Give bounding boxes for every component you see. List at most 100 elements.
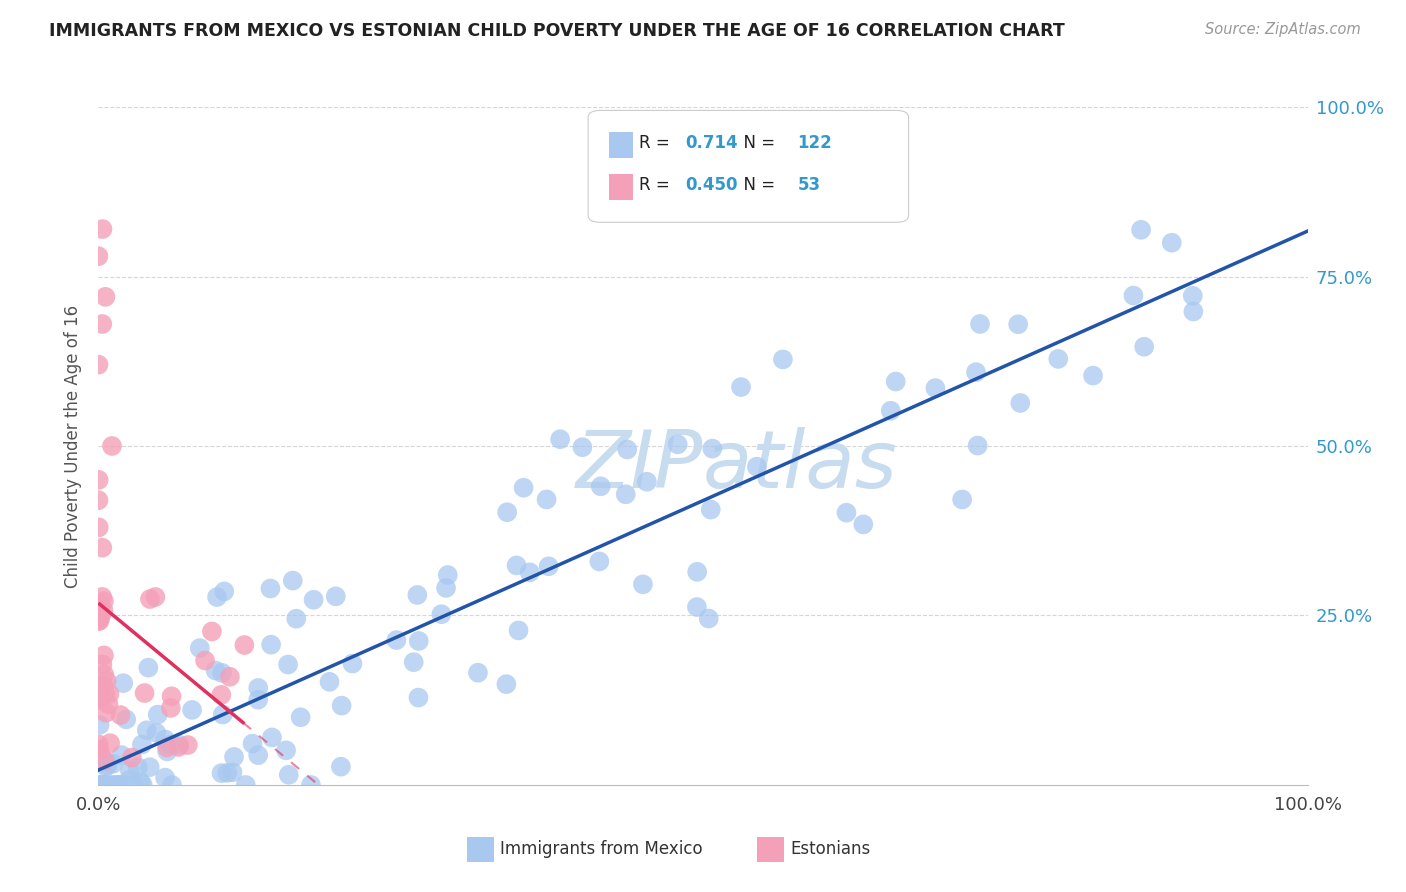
Point [127, 760, 149, 774]
Point [87, 681, 110, 696]
Point [299, 778, 322, 792]
Point [330, 698, 353, 713]
Point [385, 633, 408, 648]
Point [950, 492, 973, 507]
Point [91, 317, 114, 331]
Point [131, 778, 153, 792]
Point [129, 775, 152, 789]
Point [167, 739, 190, 754]
Point [233, 638, 256, 652]
Point [1133, 340, 1156, 354]
Point [181, 703, 204, 717]
Point [686, 565, 709, 579]
FancyBboxPatch shape [758, 838, 785, 862]
Point [94, 290, 117, 304]
Point [402, 655, 425, 669]
Point [146, 707, 169, 722]
Point [221, 765, 243, 780]
Point [636, 475, 658, 489]
Point [496, 505, 519, 519]
Point [89, 742, 111, 756]
Point [536, 492, 558, 507]
Text: 53: 53 [797, 176, 821, 194]
Point [835, 506, 858, 520]
Point [160, 778, 183, 792]
Point [89, 685, 111, 699]
Point [93, 648, 115, 663]
Text: Source: ZipAtlas.com: Source: ZipAtlas.com [1205, 22, 1361, 37]
Point [548, 432, 571, 446]
Point [87, 473, 110, 487]
Point [589, 479, 612, 493]
Point [136, 660, 159, 674]
Point [571, 440, 593, 454]
Point [107, 778, 129, 792]
Point [222, 750, 245, 764]
Text: ZIP: ZIP [575, 427, 703, 506]
Point [408, 690, 430, 705]
Point [93, 667, 115, 681]
Point [101, 439, 124, 453]
Point [93, 778, 115, 792]
Point [160, 701, 183, 715]
Point [89, 692, 111, 706]
Point [87, 607, 110, 621]
Point [153, 732, 176, 747]
Point [87, 737, 110, 751]
Point [467, 665, 489, 680]
Point [87, 493, 110, 508]
Point [211, 707, 233, 722]
Point [156, 744, 179, 758]
Point [96, 758, 118, 772]
Point [160, 690, 183, 704]
Point [90, 608, 112, 623]
Point [1007, 318, 1029, 332]
Point [214, 584, 236, 599]
Text: atlas: atlas [703, 427, 898, 506]
Point [537, 559, 560, 574]
Text: N =: N = [734, 176, 780, 194]
Point [91, 751, 114, 765]
Point [1010, 396, 1032, 410]
Point [730, 380, 752, 394]
Point [614, 487, 637, 501]
Point [122, 778, 145, 792]
Point [772, 352, 794, 367]
Point [437, 568, 460, 582]
Text: 0.714: 0.714 [685, 134, 738, 152]
Point [94, 754, 117, 768]
Text: IMMIGRANTS FROM MEXICO VS ESTONIAN CHILD POVERTY UNDER THE AGE OF 16 CORRELATION: IMMIGRANTS FROM MEXICO VS ESTONIAN CHILD… [49, 22, 1064, 40]
Point [177, 738, 200, 752]
Point [631, 577, 654, 591]
Point [281, 574, 304, 588]
Point [118, 772, 141, 787]
Point [616, 442, 638, 457]
Point [217, 765, 239, 780]
Point [209, 688, 232, 702]
Point [285, 612, 308, 626]
FancyBboxPatch shape [467, 838, 494, 862]
Point [118, 764, 141, 778]
Point [89, 778, 111, 792]
Point [98, 687, 121, 701]
Point [107, 778, 129, 792]
FancyBboxPatch shape [609, 174, 633, 200]
Point [505, 558, 527, 573]
Point [135, 723, 157, 738]
Point [274, 743, 297, 757]
Point [94, 706, 117, 720]
Point [87, 520, 110, 534]
Point [121, 750, 143, 764]
Point [302, 592, 325, 607]
Text: Immigrants from Mexico: Immigrants from Mexico [501, 840, 703, 858]
Point [852, 517, 875, 532]
Point [260, 638, 283, 652]
Text: 0.450: 0.450 [685, 176, 737, 194]
Text: R =: R = [638, 176, 675, 194]
Point [115, 712, 138, 726]
Point [97, 778, 120, 792]
Point [87, 610, 110, 624]
Point [969, 317, 991, 331]
Point [91, 541, 114, 555]
Point [156, 740, 179, 755]
